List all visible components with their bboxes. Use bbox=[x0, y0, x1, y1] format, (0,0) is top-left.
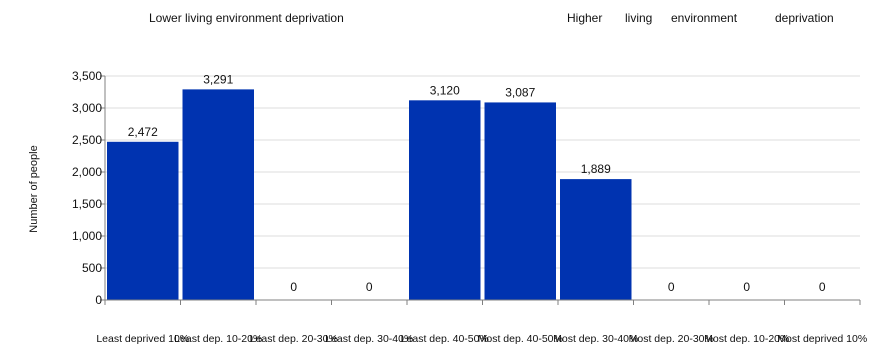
data-label: 3,120 bbox=[430, 83, 460, 97]
x-tick-label: Most dep. 40-50% bbox=[478, 333, 563, 345]
higher-deprivation-word: environment bbox=[671, 11, 738, 25]
y-tick-label: 1,000 bbox=[72, 229, 102, 243]
data-label: 2,472 bbox=[128, 125, 158, 139]
x-tick-label: Most deprived 10% bbox=[777, 333, 867, 345]
higher-deprivation-word: Higher bbox=[567, 11, 603, 25]
y-tick-label: 1,500 bbox=[72, 197, 102, 211]
bar bbox=[107, 141, 179, 300]
data-label: 0 bbox=[743, 280, 750, 294]
x-tick-label: Most dep. 10-20% bbox=[704, 333, 789, 345]
data-label: 0 bbox=[668, 280, 675, 294]
y-axis-label: Number of people bbox=[28, 145, 40, 232]
bar bbox=[484, 102, 556, 300]
data-label: 3,291 bbox=[203, 72, 233, 86]
x-tick-label: Most dep. 20-30% bbox=[629, 333, 714, 345]
higher-deprivation-word: deprivation bbox=[775, 11, 834, 25]
data-label: 1,889 bbox=[581, 162, 611, 176]
y-tick-label: 3,500 bbox=[72, 69, 102, 83]
y-tick-label: 2,500 bbox=[72, 133, 102, 147]
x-tick-label: Least dep. 10-20% bbox=[174, 333, 262, 345]
higher-deprivation-word: living bbox=[625, 11, 653, 25]
bar bbox=[409, 100, 481, 300]
y-tick-label: 2,000 bbox=[72, 165, 102, 179]
bar bbox=[560, 179, 632, 300]
lower-deprivation-annotation: Lower living environment deprivation bbox=[149, 11, 344, 25]
y-tick-label: 3,000 bbox=[72, 101, 102, 115]
y-axis: 0 500 1,000 1,500 2,000 2,500 3,000 3,500 bbox=[72, 69, 106, 307]
x-tick-label: Most dep. 30-40% bbox=[553, 333, 638, 345]
x-tick-label: Least dep. 40-50% bbox=[401, 333, 489, 345]
bars: 2,472 3,291 0 0 3,120 3,087 1,889 0 0 0 bbox=[107, 72, 826, 300]
y-tick-label: 500 bbox=[82, 261, 102, 275]
data-label: 0 bbox=[290, 280, 297, 294]
bar bbox=[182, 89, 254, 300]
x-tick-label: Least dep. 30-40% bbox=[325, 333, 413, 345]
data-label: 0 bbox=[819, 280, 826, 294]
data-label: 0 bbox=[366, 280, 373, 294]
x-axis: Least deprived 10%Least dep. 10-20%Least… bbox=[96, 299, 867, 345]
y-tick-label: 0 bbox=[95, 293, 102, 307]
x-tick-label: Least dep. 20-30% bbox=[250, 333, 338, 345]
data-label: 3,087 bbox=[505, 85, 535, 99]
x-tick-label: Least deprived 10% bbox=[96, 333, 189, 345]
